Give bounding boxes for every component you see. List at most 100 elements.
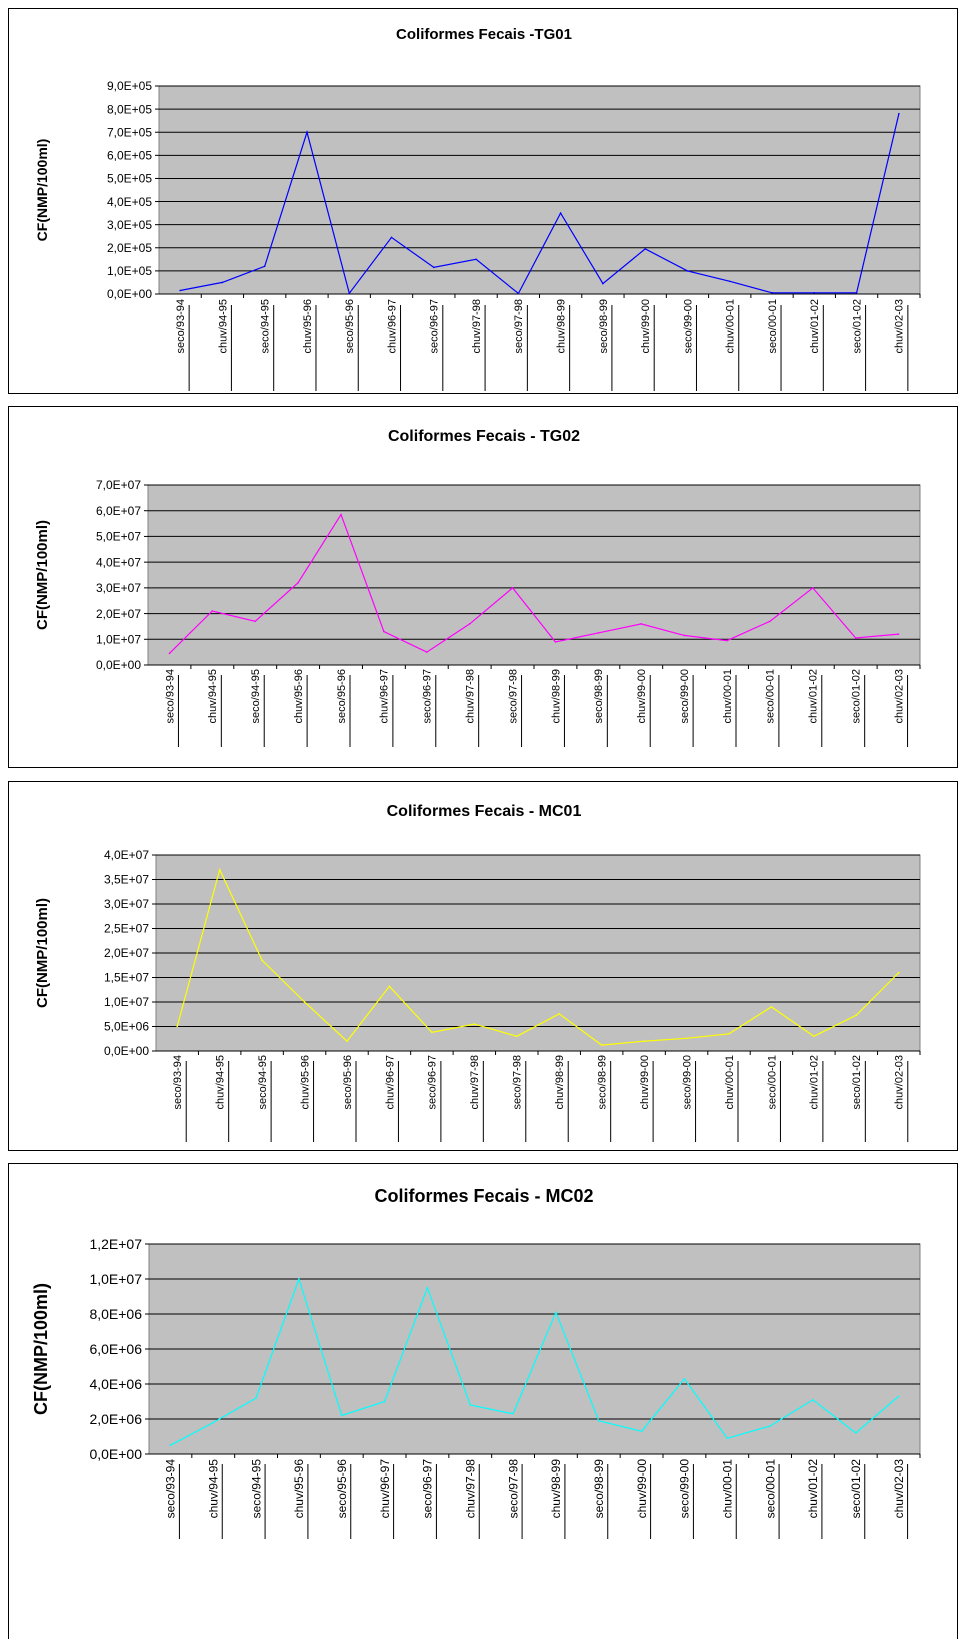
- x-tick-label: seco/98-99: [597, 1055, 609, 1109]
- x-tick-label: chuv/97-98: [463, 1459, 477, 1519]
- y-tick-label: 4,0E+06: [89, 1376, 142, 1392]
- x-tick-label: seco/99-00: [682, 299, 694, 353]
- x-tick-label: seco/00-01: [763, 1459, 777, 1519]
- y-tick-label: 0,0E+00: [89, 1446, 142, 1462]
- x-tick-label: seco/96-97: [429, 299, 441, 353]
- x-tick-label: chuv/02-03: [894, 299, 906, 353]
- x-tick-label: seco/96-97: [422, 669, 434, 723]
- data-point: [602, 282, 604, 285]
- y-tick-label: 3,0E+07: [96, 581, 141, 595]
- x-tick-label: seco/93-94: [164, 669, 176, 723]
- data-point: [600, 1044, 603, 1046]
- x-tick-label: seco/94-95: [249, 1459, 263, 1519]
- data-point: [555, 1311, 557, 1314]
- y-tick-label: 2,5E+07: [104, 922, 149, 936]
- chart-panel-mc01: Coliformes Fecais - MC01 0,0E+00 5,0E+06 1,…: [8, 781, 958, 1151]
- chart-panel-mc02: Coliformes Fecais - MC02 0,0E+00 2,0E+06 4,…: [8, 1163, 958, 1639]
- series-line: [179, 113, 900, 295]
- x-tick-label: seco/95-96: [336, 669, 348, 723]
- data-point: [686, 270, 689, 272]
- x-tick-label: chuv/99-00: [639, 1055, 651, 1109]
- data-point: [426, 1286, 429, 1289]
- y-tick-label: 6,0E+07: [96, 504, 141, 518]
- y-tick-label: 4,0E+07: [96, 555, 141, 569]
- data-point: [517, 292, 520, 295]
- data-point: [897, 971, 900, 974]
- x-tick-label: seco/96-97: [421, 1459, 435, 1519]
- x-tick-label: seco/93-94: [172, 1055, 184, 1109]
- x-tick-label: chuv/02-03: [892, 1459, 906, 1519]
- data-point: [340, 513, 342, 516]
- chart-panel-tg01: Coliformes Fecais -TG01 0,0E+00 1,0E+05 2,0…: [8, 8, 958, 394]
- x-tick-label: seco/95-96: [344, 299, 356, 353]
- x-tick-label: seco/01-02: [851, 669, 863, 723]
- data-point: [168, 652, 171, 655]
- x-tick-label: chuv/01-02: [808, 669, 820, 723]
- data-point: [221, 281, 224, 284]
- series-line: [176, 867, 900, 1046]
- x-tick-label: chuv/96-97: [386, 299, 398, 353]
- data-point: [348, 292, 351, 295]
- x-tick-label: chuv/00-01: [725, 299, 737, 353]
- data-point: [261, 959, 263, 962]
- x-tick-label: chuv/98-99: [550, 669, 562, 723]
- y-tick-label: 9,0E+05: [107, 79, 152, 93]
- data-point: [898, 112, 900, 115]
- x-tick-label: seco/94-95: [250, 669, 262, 723]
- chart-tg01: Coliformes Fecais -TG01 0,0E+00 1,0E+05 2,0…: [34, 26, 921, 391]
- x-tick-label: seco/93-94: [164, 1459, 178, 1519]
- data-point: [169, 1444, 172, 1447]
- x-tick-label: seco/00-01: [765, 669, 777, 723]
- x-tick-label: seco/99-00: [681, 1055, 693, 1109]
- data-point: [254, 620, 257, 623]
- data-point: [558, 1012, 561, 1015]
- y-tick-label: 2,0E+05: [107, 241, 152, 255]
- y-tick-label: 8,0E+05: [107, 102, 152, 116]
- data-point: [255, 1397, 257, 1399]
- x-tick-label: seco/98-99: [598, 299, 610, 353]
- x-tick-label: chuv/98-99: [549, 1459, 563, 1519]
- data-point: [388, 985, 391, 988]
- x-tick-label: seco/97-98: [506, 1459, 520, 1519]
- x-tick-label: chuv/00-01: [720, 1459, 734, 1519]
- x-tick-label: seco/00-01: [767, 299, 779, 353]
- y-tick-label: 1,0E+07: [96, 632, 141, 646]
- data-point: [383, 630, 385, 633]
- chart-panel-tg02: Coliformes Fecais - TG02 0,0E+00 1,0E+07 2,…: [8, 406, 958, 768]
- data-point: [854, 1432, 857, 1434]
- data-point: [728, 1033, 730, 1035]
- data-point: [390, 236, 393, 239]
- x-tick-label: chuv/95-96: [293, 669, 305, 723]
- data-point: [812, 1398, 814, 1401]
- y-tick-label: 4,0E+07: [104, 848, 149, 862]
- x-tick-label: seco/98-99: [592, 1459, 606, 1519]
- x-tick-label: chuv/94-95: [217, 299, 229, 353]
- chart-title: Coliformes Fecais - MC01: [387, 803, 582, 820]
- data-point: [433, 266, 435, 269]
- data-point: [303, 1001, 306, 1003]
- y-tick-label: 6,0E+05: [107, 149, 152, 163]
- data-point: [298, 1278, 300, 1280]
- data-point: [685, 1037, 688, 1040]
- y-tick-label: 0,0E+00: [96, 658, 141, 672]
- x-tick-label: chuv/99-00: [640, 299, 652, 353]
- data-point: [469, 1404, 472, 1406]
- data-point: [683, 634, 685, 637]
- y-tick-label: 5,0E+07: [96, 530, 141, 544]
- x-tick-label: chuv/99-00: [635, 1459, 649, 1519]
- plot-area: [158, 85, 921, 295]
- x-tick-label: chuv/96-97: [379, 669, 391, 723]
- x-tick-label: seco/98-99: [593, 669, 605, 723]
- data-point: [855, 1014, 858, 1017]
- x-tick-label: chuv/02-03: [893, 669, 905, 723]
- x-tick-label: chuv/97-98: [469, 1055, 481, 1109]
- data-point: [813, 292, 816, 294]
- y-tick-label: 1,0E+07: [104, 995, 149, 1009]
- series-line: [168, 513, 899, 654]
- x-tick-label: seco/94-95: [257, 1055, 269, 1109]
- y-tick-label: 1,0E+05: [107, 264, 152, 278]
- x-tick-label: seco/97-98: [512, 1055, 524, 1109]
- y-tick-label: 3,5E+07: [104, 873, 149, 887]
- x-tick-label: chuv/95-96: [299, 1055, 311, 1109]
- chart-title: Coliformes Fecais - TG02: [388, 428, 580, 445]
